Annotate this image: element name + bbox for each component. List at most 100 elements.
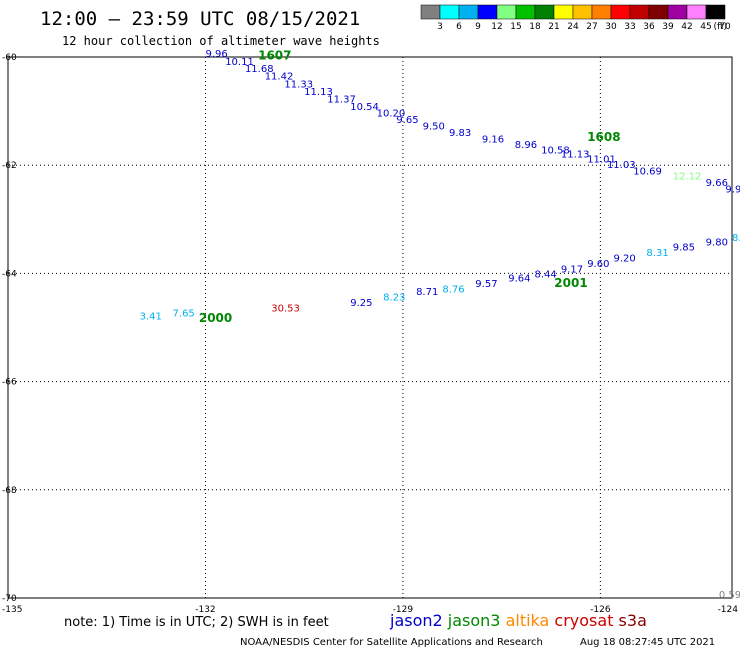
legend-swatch (667, 4, 688, 20)
time-labels: 1607160816092002001200018051539 (199, 49, 621, 325)
y-tick-label: -66 (2, 378, 17, 388)
wave-height-label: 9.66 (706, 178, 728, 189)
legend-label: 36 (643, 22, 655, 32)
legend-label: 6 (456, 22, 462, 32)
y-tick-label: -60 (2, 53, 17, 63)
legend-swatch (534, 4, 555, 20)
wave-height-label: 8.76 (442, 284, 464, 295)
color-scale-legend: 3 6 9 12 15 18 21 24 27 30 33 36 39 42 45 70(ft) (420, 4, 731, 32)
wave-height-label: 9.20 (614, 253, 636, 264)
wave-height-label: 9.25 (350, 298, 372, 309)
legend-label: 45 (700, 22, 711, 32)
wave-height-label: 11.33 (284, 79, 313, 90)
wave-height-label: 11.13 (304, 87, 333, 98)
legend-label: 27 (586, 22, 597, 32)
wave-height-label: 10.20 (377, 109, 406, 120)
x-tick-label-max: -124 (718, 605, 739, 615)
wave-height-label: 9.64 (508, 274, 530, 285)
wave-height-points: 9.9610.1111.6811.4211.3311.1311.3710.541… (140, 49, 740, 601)
wave-height-label: 9.65 (396, 115, 418, 126)
legend-unit: (ft) (713, 22, 727, 32)
x-tick-label-min: -135 (2, 605, 22, 615)
legend-swatch (496, 4, 517, 20)
footer-credit: NOAA/NESDIS Center for Satellite Applica… (240, 637, 543, 648)
legend-label: 15 (510, 22, 521, 32)
legend-label: 33 (624, 22, 635, 32)
wave-height-label: 9.16 (482, 134, 504, 145)
wave-height-label: 0.59 (719, 590, 740, 601)
legend-swatch (553, 4, 574, 20)
wave-height-label: 11.01 (587, 154, 616, 165)
legend-swatch (629, 4, 650, 20)
wave-height-label: 9.83 (449, 128, 471, 139)
legend-label: 42 (681, 22, 692, 32)
plot-area: -132-129-126-123-60-62-64-66-68-70-135-1… (2, 49, 740, 615)
wave-height-label: 10.54 (350, 102, 379, 113)
wave-height-label: 8.78 (732, 233, 740, 244)
gridlines (8, 57, 732, 598)
wave-height-label: 9.96 (205, 49, 227, 60)
legend-swatch (477, 4, 498, 20)
wave-height-label: 10.69 (633, 166, 662, 177)
wave-height-label: 11.42 (265, 72, 294, 83)
wave-height-label: 11.03 (607, 160, 636, 171)
legend-swatch (610, 4, 631, 20)
legend-swatch (515, 4, 536, 20)
wave-height-label: 8.44 (535, 270, 557, 281)
header: 12:00 – 23:59 UTC 08/15/2021 12 hour col… (40, 8, 380, 48)
wave-height-label: 11.13 (561, 150, 590, 161)
plot-frame (7, 56, 733, 599)
legend-swatch (439, 4, 460, 20)
wave-height-label: 7.65 (173, 309, 195, 320)
x-tick-label: -132 (195, 605, 215, 615)
wave-height-label: 9.60 (587, 259, 609, 270)
wave-height-label: 10.58 (541, 145, 570, 156)
wave-height-label: 9.85 (673, 243, 695, 254)
x-tick-label: -126 (590, 605, 611, 615)
legend-swatch (686, 4, 707, 20)
wave-height-label: 8.23 (383, 292, 405, 303)
legend-label: 18 (529, 22, 541, 32)
chart-subtitle: 12 hour collection of altimeter wave hei… (62, 34, 380, 48)
chart-title: 12:00 – 23:59 UTC 08/15/2021 (40, 8, 360, 30)
wave-height-label: 8.96 (515, 140, 537, 151)
legend-label: 12 (491, 22, 502, 32)
footer: note: 1) Time is in UTC; 2) SWH is in fe… (64, 611, 715, 648)
time-label: 1608 (587, 130, 620, 144)
legend-label: 9 (475, 22, 481, 32)
footer-note: note: 1) Time is in UTC; 2) SWH is in fe… (64, 615, 329, 630)
time-label: 1607 (258, 49, 291, 63)
footer-timestamp: Aug 18 08:27:45 UTC 2021 (580, 637, 715, 648)
time-label: 2001 (554, 276, 587, 290)
legend-label: 30 (605, 22, 617, 32)
satellite-altika: altika (500, 611, 549, 630)
legend-swatch (591, 4, 612, 20)
legend-label: 24 (567, 22, 579, 32)
legend-label: 3 (437, 22, 443, 32)
legend-swatch (458, 4, 479, 20)
y-tick-label: -70 (2, 594, 17, 604)
y-tick-label: -64 (2, 269, 17, 279)
legend-swatch (572, 4, 593, 20)
wave-height-label: 9.80 (706, 237, 728, 248)
y-tick-label: -62 (2, 161, 17, 171)
tick-labels: -132-129-126-123-60-62-64-66-68-70-135-1… (2, 53, 739, 615)
wave-height-label: 8.71 (416, 287, 438, 298)
legend-swatch (705, 4, 726, 20)
wave-height-label: 11.68 (245, 64, 274, 75)
wave-height-label: 11.37 (327, 94, 356, 105)
legend-label: 21 (548, 22, 559, 32)
satellite-s3a: s3a (613, 611, 646, 630)
satellite-jason2: jason2 (389, 611, 443, 630)
y-tick-label: -68 (2, 486, 17, 496)
legend-label: 70 (719, 22, 731, 32)
wave-height-label: 9.17 (561, 264, 583, 275)
wave-height-label: 9.50 (423, 121, 445, 132)
satellite-legend: jason2 jason3 altika cryosat s3a (389, 611, 647, 630)
time-label: 2000 (199, 311, 232, 325)
wave-height-label: 8.31 (646, 248, 668, 259)
legend-swatch (648, 4, 669, 20)
wave-height-label: 10.11 (225, 57, 254, 68)
x-tick-label: -129 (393, 605, 414, 615)
